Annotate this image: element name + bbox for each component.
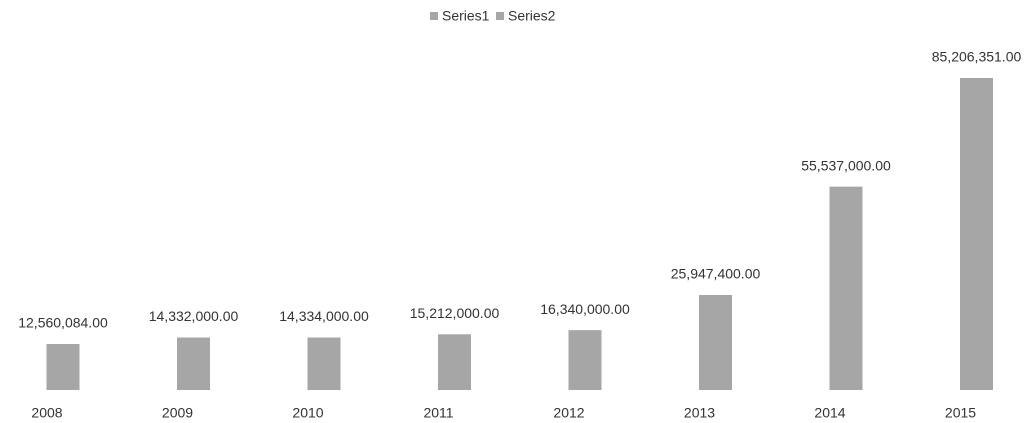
x-tick-label: 2014	[814, 405, 845, 421]
bar	[46, 344, 80, 390]
data-label: 14,332,000.00	[149, 308, 239, 324]
bar	[568, 330, 602, 390]
bar	[699, 294, 732, 390]
legend-swatch	[430, 12, 438, 20]
bar	[177, 337, 210, 390]
x-tick-label: 2008	[31, 405, 62, 421]
data-label: 14,334,000.00	[279, 308, 369, 324]
legend-swatch	[496, 12, 504, 20]
x-tick-label: 2015	[945, 405, 976, 421]
x-tick-label: 2009	[162, 405, 193, 421]
x-tick-label: 2010	[292, 405, 323, 421]
data-label: 16,340,000.00	[540, 301, 630, 317]
data-label: 25,947,400.00	[671, 266, 761, 282]
data-label: 85,206,351.00	[932, 49, 1022, 65]
x-tick-label: 2011	[423, 405, 453, 421]
bar	[438, 334, 471, 390]
legend-label: Series1	[442, 8, 490, 24]
bar	[307, 337, 341, 390]
x-tick-label: 2013	[684, 405, 715, 421]
data-label: 12,560,084.00	[18, 315, 108, 331]
data-label: 55,537,000.00	[801, 157, 891, 173]
bar	[960, 78, 993, 390]
bar	[829, 186, 863, 390]
data-label: 15,212,000.00	[410, 305, 500, 321]
legend-label: Series2	[508, 8, 556, 24]
x-tick-label: 2012	[553, 405, 584, 421]
